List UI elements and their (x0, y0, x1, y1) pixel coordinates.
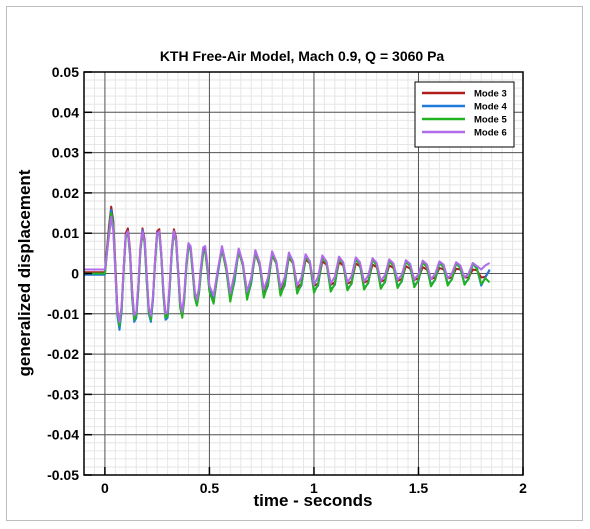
y-tick-label: 0 (71, 266, 79, 282)
x-tick-label: 0 (101, 480, 109, 496)
y-tick-label: -0.04 (47, 427, 79, 443)
legend-label: Mode 6 (474, 128, 507, 139)
chart-title: KTH Free-Air Model, Mach 0.9, Q = 3060 P… (160, 48, 445, 64)
x-tick-label: 1.5 (409, 480, 429, 496)
y-tick-label: 0.04 (52, 104, 79, 120)
x-tick-label: 0.5 (200, 480, 220, 496)
tick-labels: 0 0.5 1 1.5 2 0.05 0.04 0.03 0.02 0.01 0 -0.01 -0.02… (47, 64, 527, 496)
y-tick-label: 0.03 (52, 145, 79, 161)
legend-label: Mode 3 (474, 89, 507, 100)
x-tick-label: 2 (519, 480, 527, 496)
legend-label: Mode 5 (474, 115, 507, 126)
axis-ticks (84, 71, 524, 476)
x-axis-label: time - seconds (253, 491, 372, 510)
series-layer (84, 205, 491, 331)
x-tick-label: 1 (310, 480, 318, 496)
legend: Mode 3 Mode 4 Mode 5 Mode 6 (414, 81, 515, 148)
y-tick-label: 0.02 (52, 185, 79, 201)
y-tick-label: 0.05 (52, 64, 79, 80)
legend-label: Mode 4 (474, 102, 507, 113)
y-axis-label: generalized displacement (15, 169, 34, 376)
y-tick-label: -0.03 (47, 386, 79, 402)
y-tick-label: -0.05 (47, 467, 79, 483)
y-tick-label: -0.02 (47, 346, 79, 362)
y-tick-label: 0.01 (52, 225, 79, 241)
y-tick-label: -0.01 (47, 306, 79, 322)
series-line-mode-6 (84, 216, 491, 323)
